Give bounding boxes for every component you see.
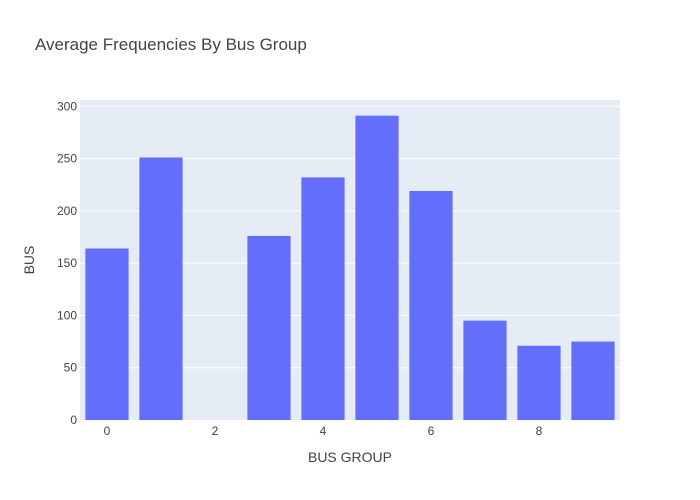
y-tick-label: 50 (64, 361, 78, 375)
x-tick-label: 2 (212, 424, 219, 438)
y-tick-label: 300 (57, 99, 77, 113)
x-tick-label: 4 (320, 424, 327, 438)
bar (139, 157, 183, 420)
y-tick-label: 150 (57, 256, 77, 270)
y-axis-ticks: 0 50 100 150 200 250 300 (57, 99, 77, 427)
bar (301, 177, 345, 420)
y-axis-title: BUS (21, 246, 37, 275)
x-tick-label: 8 (536, 424, 543, 438)
bar (463, 320, 507, 420)
bar (355, 115, 399, 420)
x-axis-ticks: 0 2 4 6 8 (104, 424, 543, 438)
bar (517, 345, 561, 420)
x-axis-title: BUS GROUP (308, 449, 392, 465)
bar (247, 235, 291, 420)
x-tick-label: 6 (428, 424, 435, 438)
chart-title: Average Frequencies By Bus Group (35, 35, 307, 54)
bar (85, 248, 129, 420)
y-tick-label: 200 (57, 204, 77, 218)
y-tick-label: 100 (57, 308, 77, 322)
bar (409, 190, 453, 420)
bars (85, 115, 615, 420)
y-tick-label: 0 (70, 413, 77, 427)
x-tick-label: 0 (104, 424, 111, 438)
bar (571, 341, 615, 420)
y-tick-label: 250 (57, 152, 77, 166)
